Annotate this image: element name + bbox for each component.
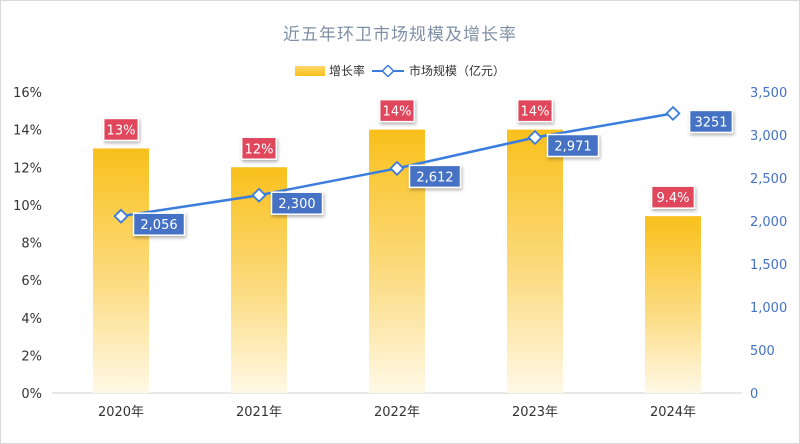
line-data-label-text: 2,300 (278, 197, 315, 212)
y-left-tick-label: 12% (13, 161, 42, 176)
line-point (665, 105, 681, 122)
line-point (113, 208, 129, 224)
y-left-tick-label: 0% (21, 387, 42, 402)
y-right-tick-label: 2,000 (750, 215, 787, 230)
legend-label-market: 市场规模（亿元） (409, 64, 506, 78)
y-right-tick-label: 1,000 (750, 301, 787, 316)
bar-data-label-text: 9.4% (656, 191, 689, 206)
y-right-tick-label: 3,500 (750, 86, 787, 101)
y-left-tick-label: 10% (13, 199, 42, 214)
y-right-tick-label: 3,000 (750, 129, 787, 144)
y-right-tick-label: 1,500 (750, 258, 787, 273)
legend-line-swatch (372, 64, 404, 77)
line-data-label: 2,612 (408, 164, 462, 189)
line-data-label-text: 2,971 (554, 139, 591, 154)
bar-data-label-text: 13% (107, 123, 136, 138)
y-left-tick-label: 4% (21, 312, 42, 327)
line-data-label-box (688, 109, 734, 134)
bar-data-label: 14% (378, 98, 416, 123)
bar-data-label-box (650, 185, 696, 209)
x-tick-label: 2021年 (236, 405, 282, 420)
bar-data-label-text: 14% (383, 105, 412, 120)
chart-title: 近五年环卫市场规模及增长率 (283, 25, 517, 45)
y-right-tick-label: 500 (750, 344, 775, 359)
legend-label-growth: 增长率 (328, 64, 365, 78)
bar-data-label-text: 14% (521, 105, 550, 120)
legend: 增长率 市场规模（亿元） (0, 62, 800, 79)
y-right-tick-label: 0 (750, 387, 758, 402)
bar-data-label: 14% (516, 98, 554, 123)
y-left-tick-label: 6% (21, 274, 42, 289)
legend-item-market: 市场规模（亿元） (371, 62, 505, 79)
line-point (251, 187, 267, 203)
line-data-label-text: 2,056 (140, 218, 177, 233)
line-data-label: 2,300 (270, 191, 324, 215)
y-left-tick-label: 8% (21, 237, 42, 252)
bar-data-label: 13% (102, 117, 140, 142)
line-data-label-box (546, 133, 600, 158)
legend-bar-swatch (294, 65, 325, 76)
line-point (527, 129, 543, 146)
bar-data-label-box (240, 136, 278, 160)
line-data-label-text: 3251 (694, 115, 727, 130)
line-data-label-box (132, 212, 186, 236)
bar-data-label-text: 12% (245, 142, 274, 157)
bar-data-label-box (516, 98, 554, 123)
line-data-label: 3251 (688, 109, 734, 134)
line-data-label-box (408, 164, 462, 189)
bar (645, 216, 701, 393)
x-tick-label: 2024年 (650, 405, 696, 420)
y-right-tick-label: 2,500 (750, 172, 787, 187)
line-point (389, 160, 405, 177)
bar (507, 129, 563, 393)
bar-data-label-box (378, 98, 416, 123)
x-tick-label: 2022年 (374, 405, 420, 420)
line-data-label-box (270, 191, 324, 215)
x-tick-label: 2020年 (98, 405, 144, 420)
line-data-label-text: 2,612 (416, 170, 453, 185)
bar-data-label-box (102, 117, 140, 142)
x-tick-label: 2023年 (512, 405, 558, 420)
legend-item-growth: 增长率 (294, 62, 365, 79)
bar-data-label: 12% (240, 136, 278, 160)
line-data-label: 2,056 (132, 212, 186, 236)
line-data-label: 2,971 (546, 133, 600, 158)
y-left-tick-label: 16% (13, 86, 42, 101)
y-left-tick-label: 14% (13, 124, 42, 139)
y-left-tick-label: 2% (21, 349, 42, 364)
bar-data-label: 9.4% (650, 185, 696, 209)
bar (93, 148, 149, 393)
